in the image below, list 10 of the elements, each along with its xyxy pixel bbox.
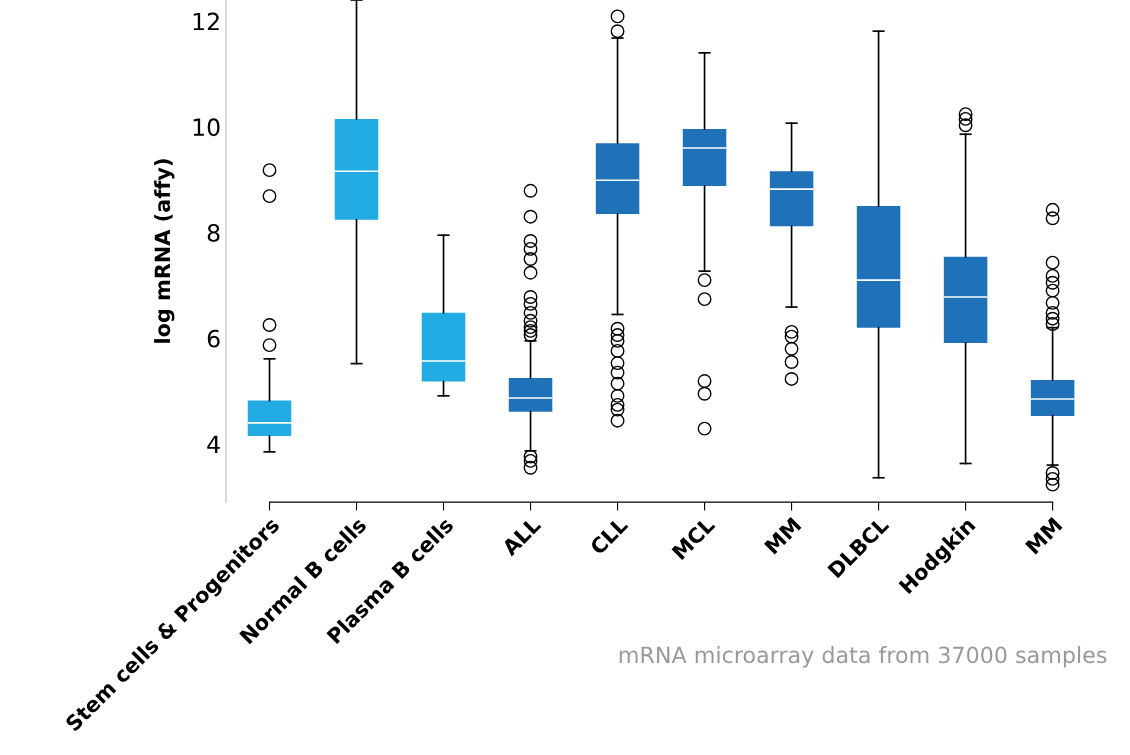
y-tick-label: 8 bbox=[207, 223, 220, 242]
y-tick-label: 12 bbox=[193, 12, 219, 31]
x-tick-label: MM bbox=[764, 517, 802, 555]
x-tick-label: MM bbox=[1025, 517, 1063, 555]
y-tick-label: 6 bbox=[207, 329, 220, 348]
x-tick-label: CLL bbox=[588, 515, 629, 556]
text: mRNA microarray data from 37000 samples bbox=[619, 646, 1107, 668]
y-axis-title: log mRNA (affy) bbox=[154, 159, 175, 343]
y-tick-label: 4 bbox=[207, 435, 220, 453]
y-tick-label: 10 bbox=[193, 118, 220, 137]
